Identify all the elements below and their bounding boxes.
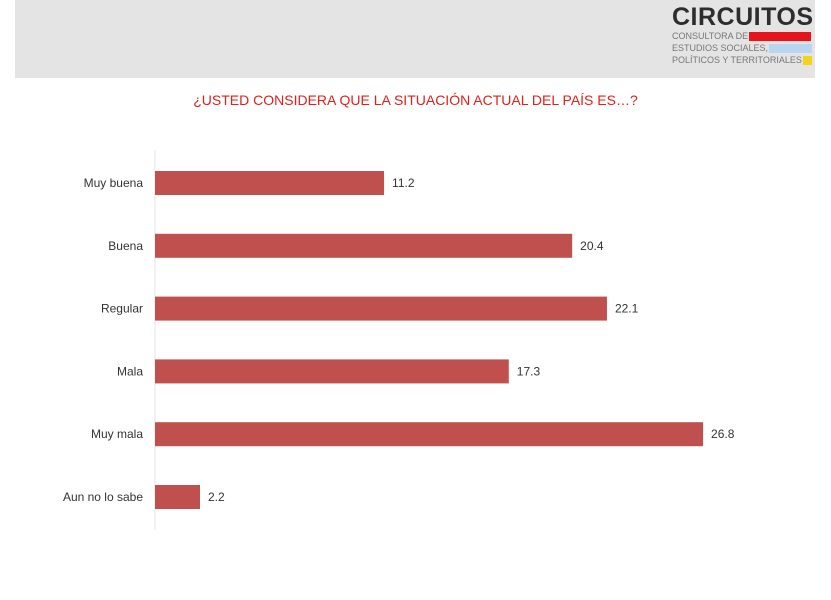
category-label: Mala <box>117 364 143 378</box>
data-label: 11.2 <box>392 176 415 190</box>
category-label: Buena <box>108 239 143 253</box>
logo-blue-bar <box>769 43 812 53</box>
data-label: 17.3 <box>517 364 541 378</box>
chart-title: ¿USTED CONSIDERA QUE LA SITUACIÓN ACTUAL… <box>193 92 638 108</box>
bar <box>155 359 509 384</box>
category-label: Aun no lo sabe <box>63 490 143 504</box>
bar <box>155 296 607 321</box>
data-label: 20.4 <box>580 239 604 253</box>
logo-line-2: ESTUDIOS SOCIALES, <box>672 42 812 54</box>
logo-line-1: CONSULTORA DE <box>672 30 812 42</box>
bar <box>155 233 573 258</box>
data-label: 26.8 <box>711 427 735 441</box>
category-label: Regular <box>101 302 143 316</box>
logo-yellow-bar <box>802 55 812 65</box>
header-band <box>15 0 815 78</box>
circuitos-logo: CIRCUITOS CONSULTORA DE ESTUDIOS SOCIALE… <box>672 3 814 66</box>
category-label: Muy buena <box>84 176 144 190</box>
data-label: 2.2 <box>208 490 225 504</box>
data-label: 22.1 <box>615 302 639 316</box>
bar <box>155 171 385 195</box>
bar <box>155 422 704 447</box>
bar <box>155 485 200 509</box>
logo-line-3: POLÍTICOS Y TERRITORIALES <box>672 54 812 66</box>
logo-red-bar <box>749 31 812 41</box>
category-label: Muy mala <box>91 427 143 441</box>
logo-name: CIRCUITOS <box>672 3 814 31</box>
